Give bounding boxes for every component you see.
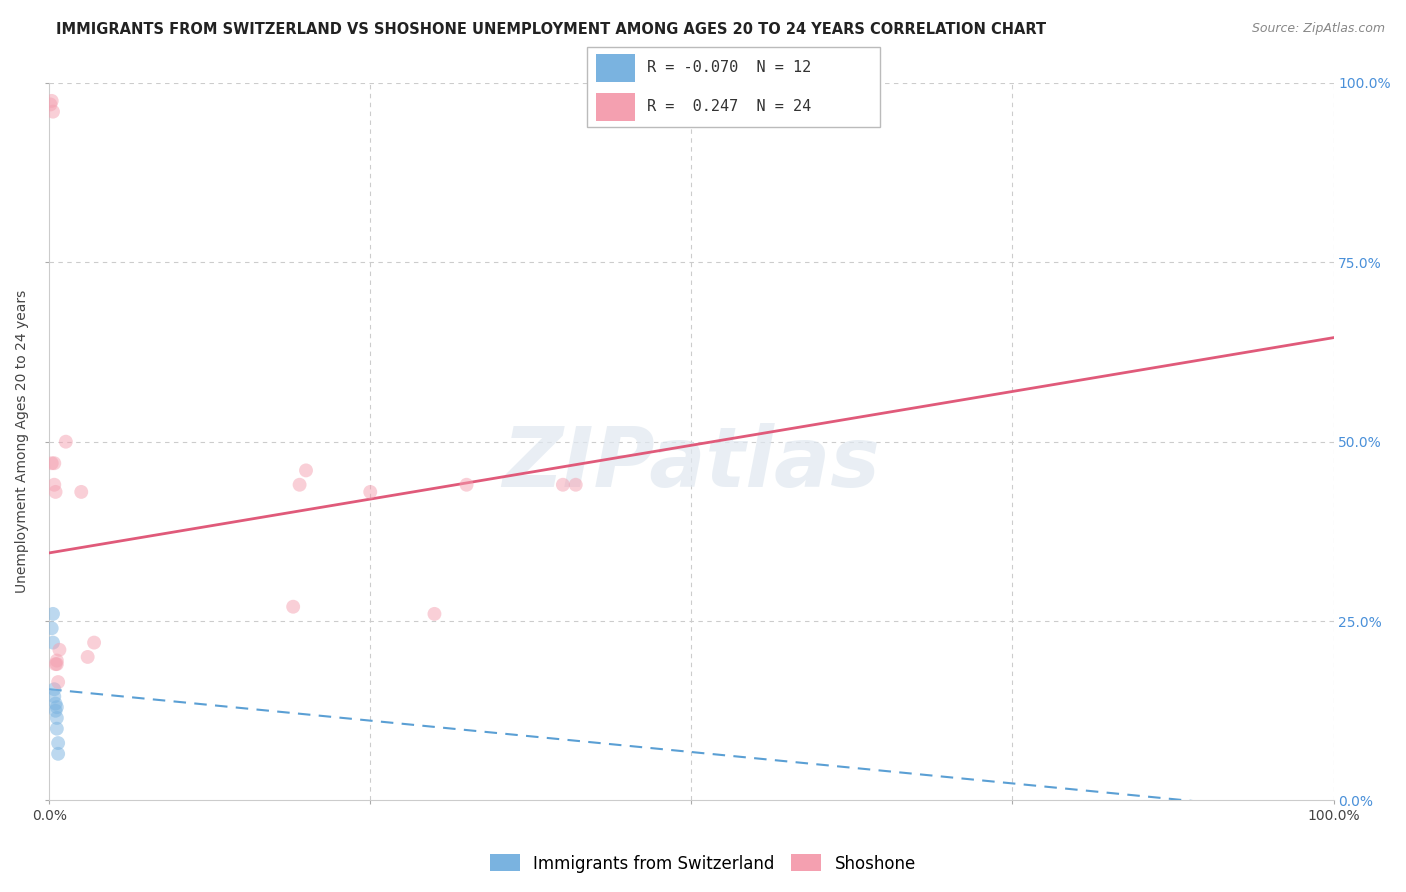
Point bbox=[44, 456, 66, 470]
Point bbox=[45, 722, 67, 736]
Point bbox=[45, 657, 67, 672]
Point bbox=[42, 635, 65, 649]
Point bbox=[45, 654, 67, 668]
Point bbox=[45, 704, 67, 718]
Text: Source: ZipAtlas.com: Source: ZipAtlas.com bbox=[1251, 22, 1385, 36]
Point bbox=[39, 97, 62, 112]
Point bbox=[551, 477, 574, 491]
FancyBboxPatch shape bbox=[596, 93, 636, 120]
Legend: Immigrants from Switzerland, Shoshone: Immigrants from Switzerland, Shoshone bbox=[484, 847, 922, 880]
FancyBboxPatch shape bbox=[596, 54, 636, 82]
Point bbox=[564, 477, 586, 491]
Text: R = -0.070  N = 12: R = -0.070 N = 12 bbox=[647, 61, 811, 76]
Point bbox=[45, 700, 67, 714]
Point bbox=[76, 649, 98, 664]
Point bbox=[41, 621, 63, 635]
Text: IMMIGRANTS FROM SWITZERLAND VS SHOSHONE UNEMPLOYMENT AMONG AGES 20 TO 24 YEARS C: IMMIGRANTS FROM SWITZERLAND VS SHOSHONE … bbox=[56, 22, 1046, 37]
Point bbox=[55, 434, 77, 449]
Point bbox=[288, 477, 311, 491]
Point bbox=[41, 94, 63, 108]
Text: R =  0.247  N = 24: R = 0.247 N = 24 bbox=[647, 98, 811, 113]
Point bbox=[48, 642, 70, 657]
Point bbox=[83, 635, 105, 649]
Point bbox=[42, 104, 65, 119]
Point bbox=[41, 456, 63, 470]
Point bbox=[283, 599, 305, 614]
Point bbox=[45, 484, 67, 499]
Point bbox=[359, 484, 381, 499]
Point bbox=[456, 477, 478, 491]
Point bbox=[44, 682, 66, 697]
Point bbox=[46, 736, 69, 750]
Y-axis label: Unemployment Among Ages 20 to 24 years: Unemployment Among Ages 20 to 24 years bbox=[15, 290, 30, 593]
Point bbox=[45, 697, 67, 711]
Point bbox=[45, 657, 67, 672]
Point bbox=[44, 690, 66, 704]
Point bbox=[423, 607, 446, 621]
Point bbox=[45, 711, 67, 725]
Point bbox=[70, 484, 93, 499]
Text: ZIPatlas: ZIPatlas bbox=[502, 423, 880, 504]
Point bbox=[46, 675, 69, 690]
Point bbox=[295, 463, 318, 477]
Point bbox=[44, 477, 66, 491]
FancyBboxPatch shape bbox=[586, 47, 880, 127]
Point bbox=[42, 607, 65, 621]
Point bbox=[46, 747, 69, 761]
